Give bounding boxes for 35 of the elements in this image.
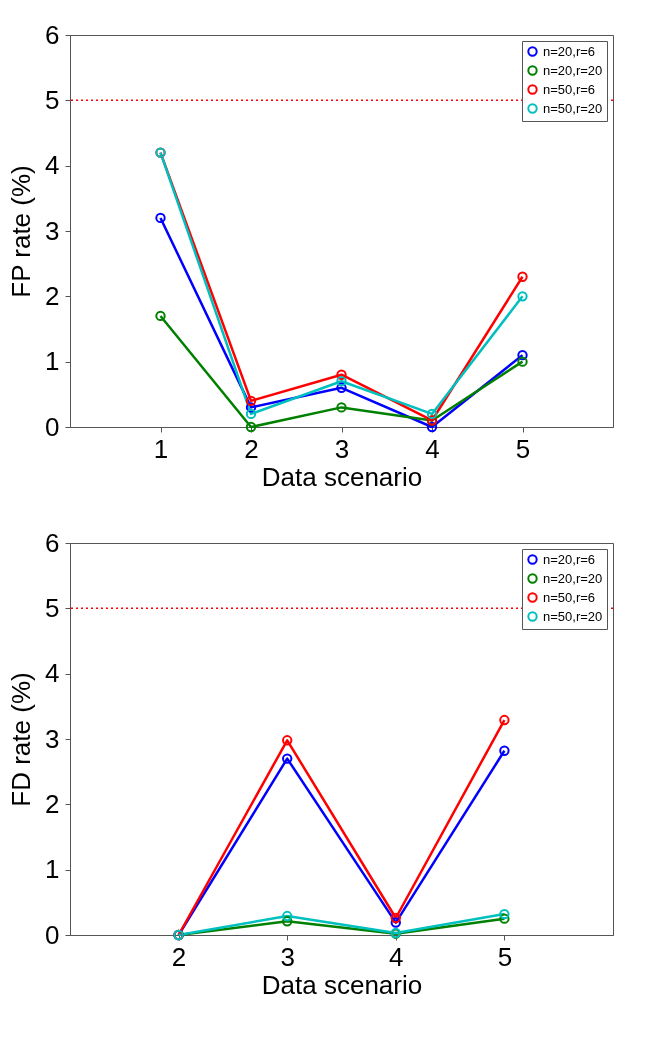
- x-axis-title: Data scenario: [261, 461, 423, 492]
- x-tick-label: 5: [515, 433, 531, 464]
- legend-label: n=20,r=6: [543, 43, 596, 59]
- y-tick-label: 3: [45, 723, 60, 754]
- y-tick-label: 2: [45, 280, 60, 311]
- y-tick-label: 0: [45, 411, 60, 442]
- y-axis-title: FP rate (%): [6, 165, 37, 298]
- y-axis-title: FD rate (%): [6, 672, 37, 807]
- legend-label: n=50,r=20: [543, 608, 603, 624]
- legend-label: n=50,r=20: [543, 100, 603, 116]
- x-tick-label: 3: [280, 941, 295, 972]
- y-tick-label: 4: [45, 658, 60, 689]
- x-tick-label: 4: [389, 941, 404, 972]
- legend-label: n=20,r=20: [543, 62, 603, 78]
- y-tick-label: 0: [45, 919, 60, 950]
- x-tick-label: 3: [334, 433, 350, 464]
- x-tick-label: 2: [171, 941, 187, 972]
- x-axis-title: Data scenario: [261, 969, 423, 1000]
- legend-label: n=50,r=6: [543, 81, 596, 97]
- y-tick-label: 4: [45, 150, 60, 181]
- y-tick-label: 5: [45, 592, 60, 623]
- legend-label: n=20,r=20: [543, 570, 603, 586]
- x-tick-label: 2: [244, 433, 259, 464]
- y-tick-label: 1: [45, 854, 60, 885]
- y-tick-label: 6: [45, 527, 60, 558]
- x-tick-label: 4: [425, 433, 440, 464]
- x-tick-label: 5: [497, 941, 513, 972]
- x-tick-label: 1: [153, 433, 169, 464]
- y-tick-label: 2: [45, 788, 60, 819]
- legend-label: n=50,r=6: [543, 589, 596, 605]
- y-tick-label: 1: [45, 346, 60, 377]
- legend-label: n=20,r=6: [543, 551, 596, 567]
- y-tick-label: 5: [45, 84, 60, 115]
- y-tick-label: 6: [45, 19, 60, 50]
- y-tick-label: 3: [45, 215, 60, 246]
